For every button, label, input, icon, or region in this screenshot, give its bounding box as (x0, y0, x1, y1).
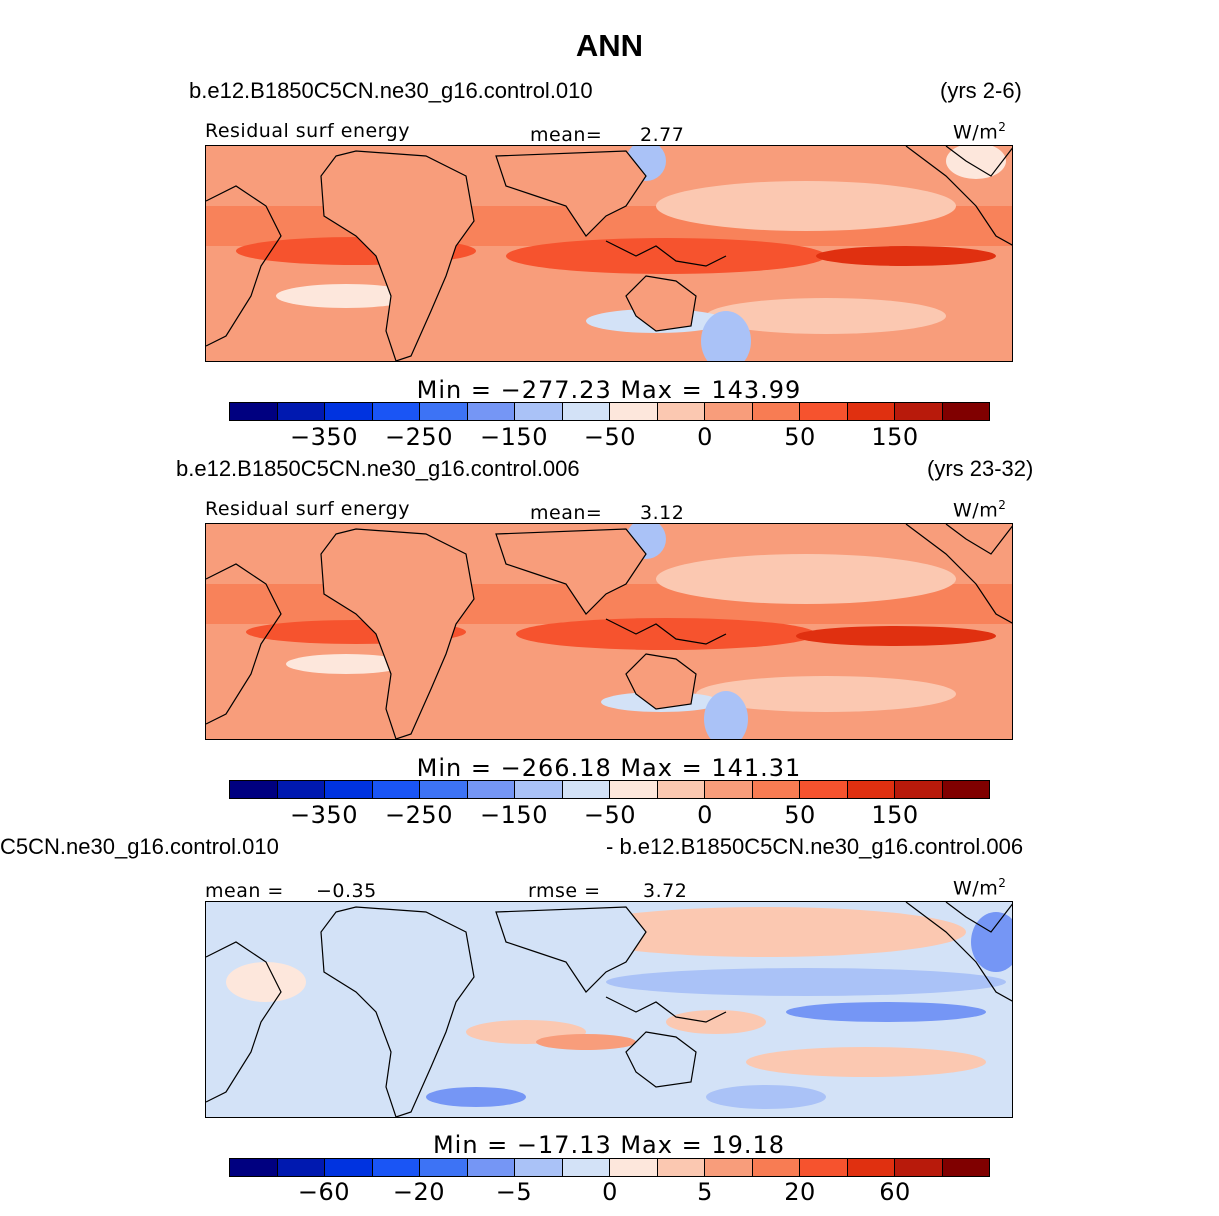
colorbar-swatch (895, 403, 943, 420)
panel2-units: W/m2 (953, 498, 1007, 522)
panel3-case-name-left: C5CN.ne30_g16.control.010 (0, 834, 279, 859)
colorbar-swatch (942, 403, 989, 420)
colorbar-swatch (277, 781, 325, 798)
panel2-mean-label: mean= (530, 502, 603, 524)
colorbar-swatch (277, 1159, 325, 1176)
colorbar-swatch (657, 1159, 705, 1176)
panel3-mean-label: mean = (205, 880, 284, 902)
colorbar-swatch (277, 403, 325, 420)
colorbar-swatch (467, 1159, 515, 1176)
colorbar-swatch (230, 781, 278, 798)
colorbar-swatch (657, 781, 705, 798)
panel1-tick: −50 (583, 423, 637, 451)
panel1-tick: −350 (290, 423, 358, 451)
panel1-tick: −250 (385, 423, 453, 451)
colorbar-swatch (372, 403, 420, 420)
panel3-case-name-right: - b.e12.B1850C5CN.ne30_g16.control.006 (606, 834, 1024, 859)
panel3-tick: 5 (697, 1178, 713, 1206)
panel2-tick: −250 (385, 801, 453, 829)
colorbar-swatch (705, 781, 753, 798)
colorbar-swatch (325, 1159, 373, 1176)
colorbar-swatch (467, 403, 515, 420)
colorbar-swatch (372, 781, 420, 798)
panel1-tick: 50 (784, 423, 816, 451)
colorbar-swatch (752, 403, 800, 420)
panel1-variable-label: Residual surf energy (205, 120, 410, 142)
panel3-rmse-label: rmse = (528, 880, 601, 902)
colorbar-swatch (942, 781, 989, 798)
panel3-minmax: Min = −17.13 Max = 19.18 (432, 1131, 786, 1159)
panel2-tick: 0 (697, 801, 713, 829)
panel1-mean-label: mean= (530, 124, 603, 146)
panel1-units: W/m2 (953, 120, 1007, 144)
panel1-tick: −150 (480, 423, 548, 451)
colorbar-swatch (705, 1159, 753, 1176)
colorbar-swatch (562, 1159, 610, 1176)
colorbar-swatch (705, 403, 753, 420)
colorbar-swatch (847, 403, 895, 420)
panel1-case-name: b.e12.B1850C5CN.ne30_g16.control.010 (189, 78, 593, 103)
colorbar-swatch (895, 1159, 943, 1176)
colorbar-swatch (847, 781, 895, 798)
panel1-mean-value: 2.77 (640, 124, 685, 146)
colorbar-swatch (610, 403, 658, 420)
panel3-tick: 60 (879, 1178, 911, 1206)
panel3-tick: −60 (297, 1178, 351, 1206)
colorbar-swatch (467, 781, 515, 798)
colorbar-swatch (800, 781, 848, 798)
panel1-map (205, 145, 1013, 362)
panel2-mean-value: 3.12 (640, 502, 685, 524)
colorbar-swatch (752, 781, 800, 798)
panel2-years: (yrs 23-32) (927, 456, 1034, 481)
colorbar-swatch (657, 403, 705, 420)
panel2-minmax: Min = −266.18 Max = 141.31 (416, 754, 802, 782)
panel2-tick: 150 (871, 801, 919, 829)
colorbar-swatch (325, 403, 373, 420)
panel2-tick: 50 (784, 801, 816, 829)
panel3-colorbar (229, 1158, 990, 1177)
figure-title: ANN (575, 28, 644, 63)
colorbar-swatch (610, 1159, 658, 1176)
panel2-tick: −350 (290, 801, 358, 829)
colorbar-swatch (847, 1159, 895, 1176)
panel1-minmax: Min = −277.23 Max = 143.99 (416, 376, 802, 404)
panel3-rmse-value: 3.72 (643, 880, 688, 902)
colorbar-swatch (752, 1159, 800, 1176)
colorbar-swatch (800, 403, 848, 420)
panel3-tick: 0 (602, 1178, 618, 1206)
colorbar-swatch (420, 781, 468, 798)
colorbar-swatch (420, 403, 468, 420)
colorbar-swatch (515, 403, 563, 420)
colorbar-swatch (895, 781, 943, 798)
colorbar-swatch (562, 403, 610, 420)
panel2-tick: −150 (480, 801, 548, 829)
panel3-tick: −20 (392, 1178, 446, 1206)
colorbar-swatch (420, 1159, 468, 1176)
colorbar-swatch (562, 781, 610, 798)
colorbar-swatch (230, 403, 278, 420)
colorbar-swatch (610, 781, 658, 798)
panel3-mean-value: −0.35 (316, 880, 377, 902)
panel3-units: W/m2 (953, 876, 1007, 900)
colorbar-swatch (800, 1159, 848, 1176)
panel2-tick: −50 (583, 801, 637, 829)
colorbar-swatch (515, 781, 563, 798)
panel2-case-name: b.e12.B1850C5CN.ne30_g16.control.006 (176, 456, 580, 481)
panel2-colorbar (229, 780, 990, 799)
panel1-years: (yrs 2-6) (940, 78, 1022, 103)
colorbar-swatch (325, 781, 373, 798)
panel2-map (205, 523, 1013, 740)
colorbar-swatch (230, 1159, 278, 1176)
panel1-tick: 0 (697, 423, 713, 451)
panel3-map (205, 901, 1013, 1118)
panel2-variable-label: Residual surf energy (205, 498, 410, 520)
panel3-tick: 20 (784, 1178, 816, 1206)
colorbar-swatch (942, 1159, 989, 1176)
panel1-colorbar (229, 402, 990, 421)
colorbar-swatch (515, 1159, 563, 1176)
colorbar-swatch (372, 1159, 420, 1176)
panel3-tick: −5 (495, 1178, 533, 1206)
panel1-tick: 150 (871, 423, 919, 451)
